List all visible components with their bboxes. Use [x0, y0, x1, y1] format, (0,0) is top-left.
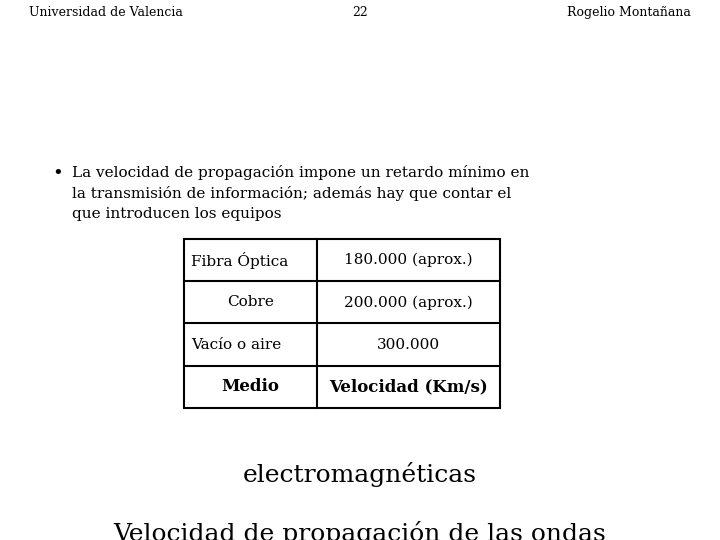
Text: 22: 22 — [352, 6, 368, 19]
Text: Fibra Óptica: Fibra Óptica — [191, 252, 288, 269]
Text: 300.000: 300.000 — [377, 338, 440, 352]
Text: Medio: Medio — [221, 378, 279, 395]
Text: Cobre: Cobre — [227, 295, 274, 309]
Text: Universidad de Valencia: Universidad de Valencia — [29, 6, 183, 19]
Text: Rogelio Montañana: Rogelio Montañana — [567, 6, 691, 19]
Text: •: • — [52, 165, 63, 183]
Text: Velocidad (Km/s): Velocidad (Km/s) — [329, 378, 488, 395]
Text: electromagnéticas: electromagnéticas — [243, 462, 477, 487]
Bar — [184, 239, 500, 408]
Text: 180.000 (aprox.): 180.000 (aprox.) — [344, 253, 473, 267]
Text: Velocidad de propagación de las ondas: Velocidad de propagación de las ondas — [114, 521, 606, 540]
Text: Vacío o aire: Vacío o aire — [191, 338, 281, 352]
Text: 200.000 (aprox.): 200.000 (aprox.) — [344, 295, 473, 309]
Text: La velocidad de propagación impone un retardo mínimo en
la transmisión de inform: La velocidad de propagación impone un re… — [72, 165, 529, 221]
